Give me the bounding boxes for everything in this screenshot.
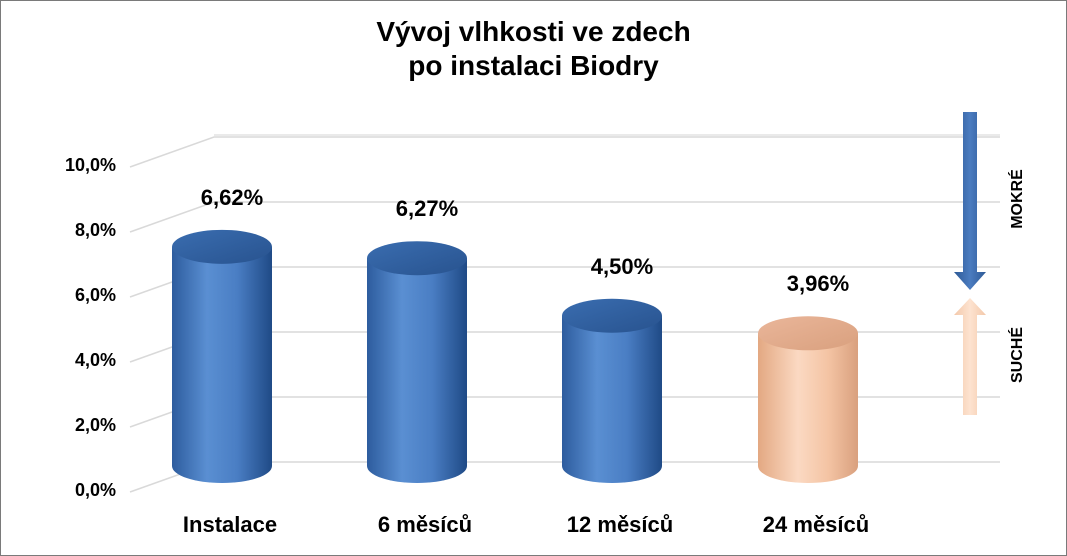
data-label: 3,96%	[786, 271, 850, 297]
gridlines	[129, 134, 1000, 493]
bar-body	[367, 258, 467, 483]
arrow-down-icon	[954, 112, 986, 290]
category-label: 12 měsíců	[566, 512, 674, 537]
y-tick-label: 2,0%	[74, 415, 116, 435]
gridline	[129, 136, 1000, 168]
bar-top	[367, 241, 467, 276]
data-label: 6,27%	[395, 196, 459, 222]
wet-label: MOKRÉ	[1009, 169, 1026, 229]
dry-label: SUCHÉ	[1009, 327, 1026, 384]
bar	[758, 316, 858, 483]
arrow-up-icon	[954, 298, 986, 415]
y-tick-label: 8,0%	[74, 220, 116, 240]
bars	[172, 229, 858, 483]
bar-top	[562, 298, 662, 333]
chart-title: Vývoj vlhkosti ve zdech	[376, 16, 691, 47]
bar	[172, 229, 272, 483]
wet-dry-arrows	[954, 112, 986, 415]
y-tick-label: 6,0%	[74, 285, 116, 305]
category-label: 24 měsíců	[762, 512, 870, 537]
bar-body	[562, 315, 662, 483]
gridline	[129, 201, 1000, 233]
category-label: 6 měsíců	[377, 512, 473, 537]
bar-body	[172, 246, 272, 483]
bar-top	[172, 229, 272, 264]
y-tick-label: 4,0%	[74, 350, 116, 370]
category-label: Instalace	[182, 512, 278, 537]
y-tick-label: 0,0%	[74, 480, 116, 500]
data-label: 6,62%	[200, 184, 264, 210]
bar-body	[758, 333, 858, 483]
chart-subtitle: po instalaci Biodry	[408, 50, 659, 81]
bar	[562, 298, 662, 483]
bar-top	[758, 316, 858, 351]
bar	[367, 241, 467, 483]
y-tick-label: 10,0%	[64, 155, 116, 175]
data-label: 4,50%	[590, 253, 654, 279]
